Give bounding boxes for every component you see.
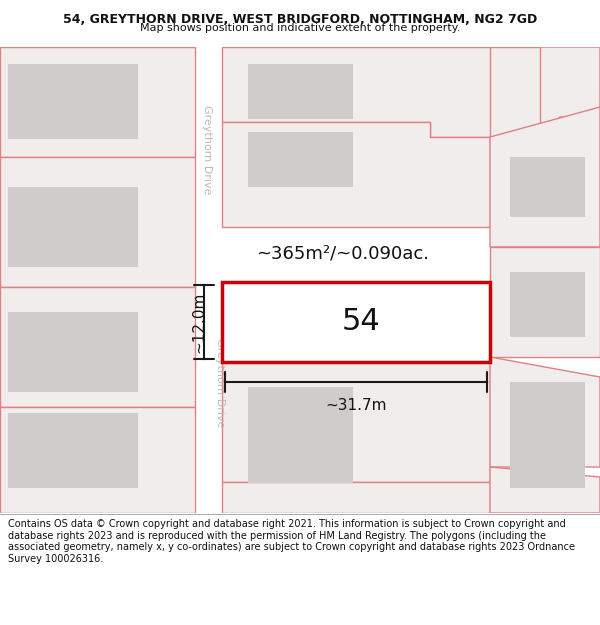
- Polygon shape: [222, 482, 490, 513]
- Bar: [248, 64, 353, 119]
- Bar: [0, 287, 195, 407]
- Polygon shape: [490, 467, 600, 513]
- Text: 54, GREYTHORN DRIVE, WEST BRIDGFORD, NOTTINGHAM, NG2 7GD: 54, GREYTHORN DRIVE, WEST BRIDGFORD, NOT…: [63, 13, 537, 26]
- Text: Contains OS data © Crown copyright and database right 2021. This information is : Contains OS data © Crown copyright and d…: [8, 519, 575, 564]
- Polygon shape: [490, 357, 600, 467]
- Bar: [510, 272, 585, 337]
- Bar: [0, 157, 195, 287]
- Bar: [248, 418, 353, 483]
- Bar: [248, 387, 353, 462]
- Polygon shape: [222, 122, 490, 227]
- Bar: [237, 290, 352, 354]
- Text: Map shows position and indicative extent of the property.: Map shows position and indicative extent…: [140, 23, 460, 33]
- Polygon shape: [222, 47, 540, 137]
- Polygon shape: [490, 107, 600, 247]
- Bar: [8, 312, 138, 392]
- Bar: [8, 187, 138, 267]
- Bar: [510, 157, 585, 217]
- Bar: [222, 282, 490, 362]
- Polygon shape: [540, 47, 600, 137]
- Text: ~12.0m: ~12.0m: [191, 291, 206, 352]
- Text: 54: 54: [342, 308, 381, 336]
- Bar: [248, 132, 353, 187]
- Polygon shape: [222, 362, 490, 482]
- Text: Greythorn Drive: Greythorn Drive: [202, 105, 212, 194]
- Bar: [510, 382, 585, 447]
- Text: Greythorn Drive: Greythorn Drive: [215, 338, 225, 428]
- Polygon shape: [490, 47, 540, 137]
- Bar: [0, 47, 195, 157]
- Bar: [8, 413, 138, 488]
- Text: ~31.7m: ~31.7m: [325, 398, 387, 413]
- Polygon shape: [490, 247, 600, 357]
- Text: ~365m²/~0.090ac.: ~365m²/~0.090ac.: [256, 245, 429, 263]
- Polygon shape: [195, 47, 237, 513]
- Bar: [510, 433, 585, 488]
- Bar: [8, 64, 138, 139]
- Bar: [0, 407, 195, 513]
